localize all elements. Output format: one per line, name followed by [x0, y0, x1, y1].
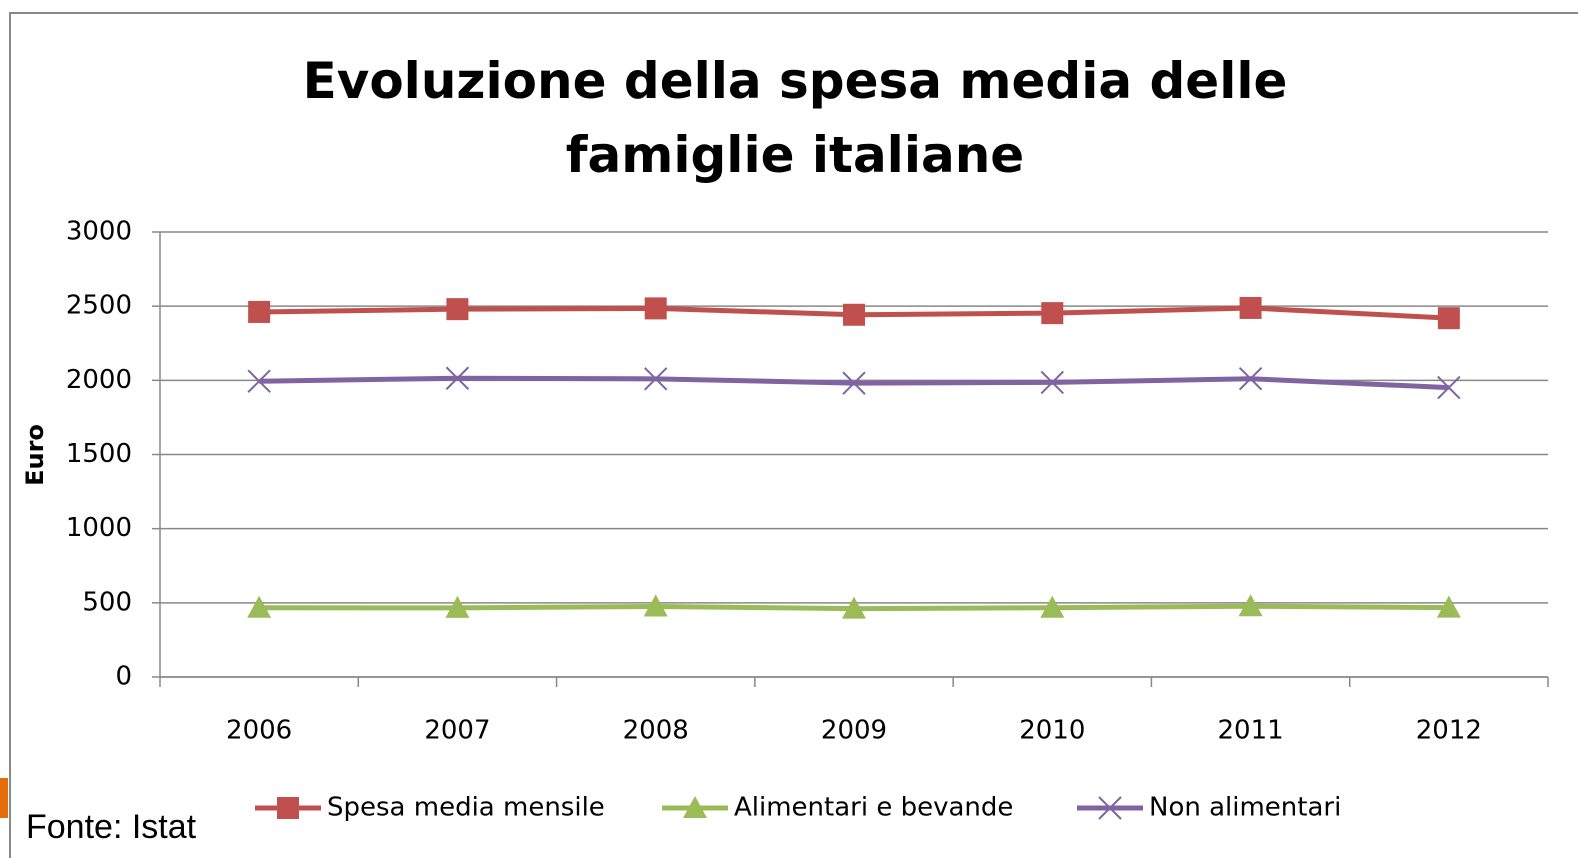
x-tick-label: 2006: [226, 716, 292, 746]
data-point: [247, 595, 272, 618]
data-point: [1239, 296, 1262, 319]
legend-marker: [683, 796, 707, 818]
legend-marker: [277, 797, 299, 819]
x-tick-label: 2012: [1416, 716, 1482, 746]
legend-marker: [1098, 796, 1122, 820]
y-tick-label: 3000: [66, 217, 132, 247]
data-point: [1041, 302, 1064, 325]
data-point: [445, 595, 470, 618]
data-point: [248, 300, 271, 323]
y-axis-label: Euro: [21, 424, 49, 486]
x-tick-label: 2007: [424, 716, 490, 746]
y-tick-label: 2500: [66, 291, 132, 321]
y-tick-label: 2000: [66, 365, 132, 395]
data-point: [842, 371, 866, 395]
chart-title: Evoluzione della spesa media delle famig…: [302, 52, 1288, 184]
y-tick-label: 1000: [66, 513, 132, 543]
data-point: [843, 303, 865, 326]
source-note: Fonte: Istat: [26, 808, 197, 846]
y-tick-label: 0: [115, 662, 132, 692]
x-tick-label: 2008: [623, 716, 689, 746]
legend-label: Alimentari e bevande: [734, 793, 1013, 823]
data-point: [842, 596, 866, 619]
y-tick-label: 1500: [66, 439, 132, 469]
data-point: [644, 297, 667, 320]
x-tick-label: 2011: [1217, 716, 1283, 746]
data-point: [1437, 307, 1460, 330]
data-point: [445, 366, 470, 390]
data-point: [643, 594, 668, 617]
x-tick-label: 2010: [1019, 716, 1085, 746]
data-point: [1040, 595, 1065, 618]
data-point: [1238, 594, 1263, 617]
data-point: [446, 298, 469, 321]
data-point: [1238, 366, 1263, 391]
data-point: [1437, 375, 1461, 400]
data-point: [1436, 595, 1461, 618]
data-point: [247, 369, 271, 393]
legend-label: Spesa media mensile: [327, 793, 605, 823]
legend-label: Non alimentari: [1149, 793, 1341, 823]
chart-frame: [9, 12, 1578, 858]
data-point: [1040, 370, 1064, 395]
y-tick-label: 500: [82, 587, 132, 617]
side-tab: [0, 778, 8, 818]
x-tick-label: 2009: [821, 716, 887, 746]
data-point: [644, 367, 668, 391]
